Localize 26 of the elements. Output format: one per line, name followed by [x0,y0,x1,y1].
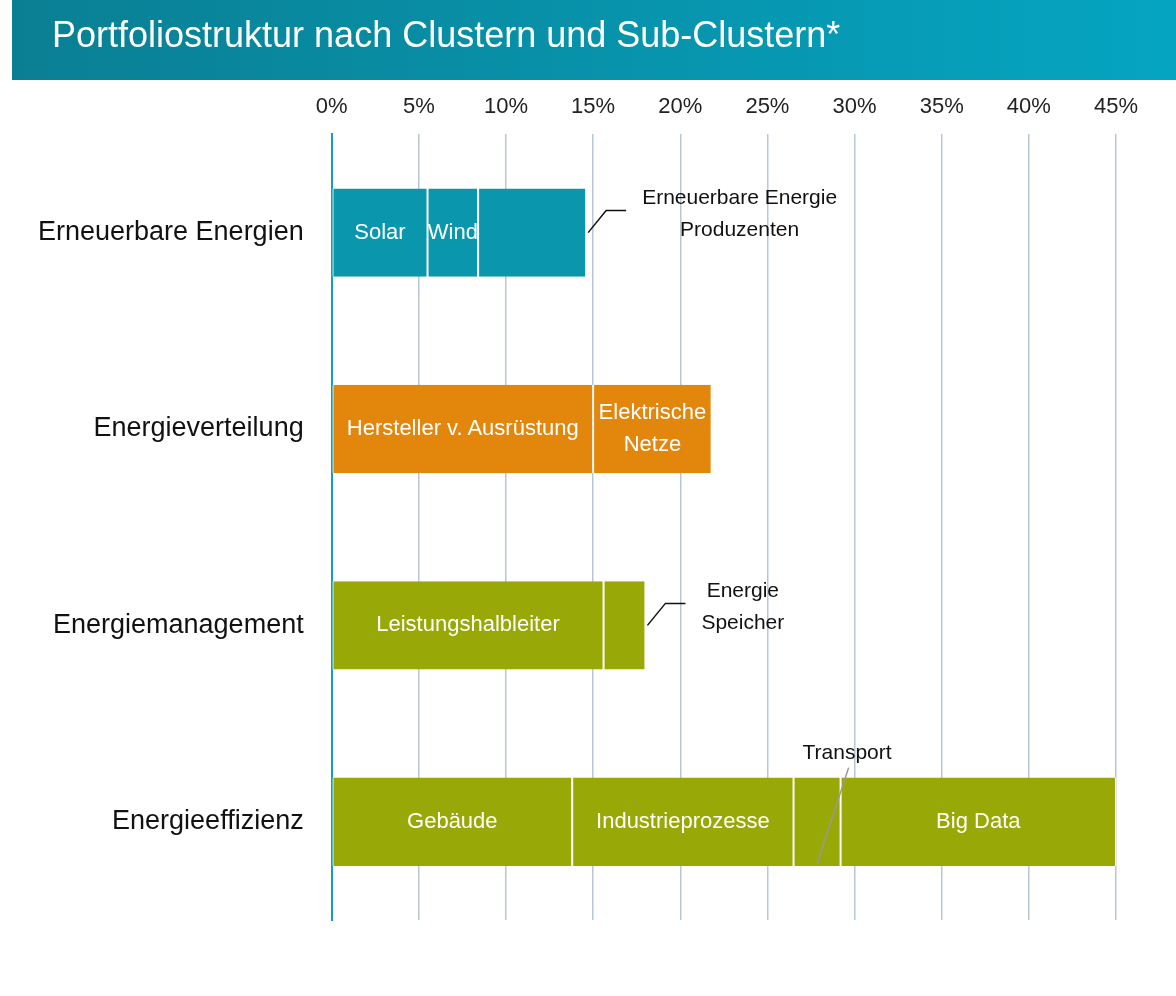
x-tick-label: 35% [919,93,964,119]
x-tick-label: 30% [832,93,877,119]
series-label: Gebäude [407,807,498,833]
x-tick-label: 0% [315,93,348,119]
chart-title: Portfoliostruktur nach Clustern und Sub-Clustern* [12,0,1176,80]
x-tick-label: 40% [1006,93,1051,119]
series-label: Big Data [936,807,1022,833]
text: Energie Speicher [701,578,785,634]
text: Erneuerbare Energie Produzenten [642,185,838,241]
y-tick-label: Energieeffizienz [112,805,304,836]
x-tick-label: 20% [658,93,703,119]
series-label: Transport [802,740,892,764]
series-label: Leistungshalbleiter [376,611,560,637]
series-label: Solar [354,218,406,244]
x-tick-label: 5% [402,93,435,119]
x-tick-label: 25% [745,93,790,119]
x-tick-label: 10% [483,93,528,119]
x-tick-label: 45% [1093,93,1139,119]
series-label: Industrieprozesse [596,807,770,833]
series-label: Elektrische Netze [598,399,707,457]
y-tick-label: Energiemanagement [53,608,305,639]
series-label: Hersteller v. Ausrüstung [346,415,579,441]
y-tick-label: Energieverteilung [93,412,304,443]
series-label: Wind [427,218,478,244]
x-tick-label: 15% [571,93,616,119]
y-tick-label: Erneuerbare Energien [37,216,304,247]
